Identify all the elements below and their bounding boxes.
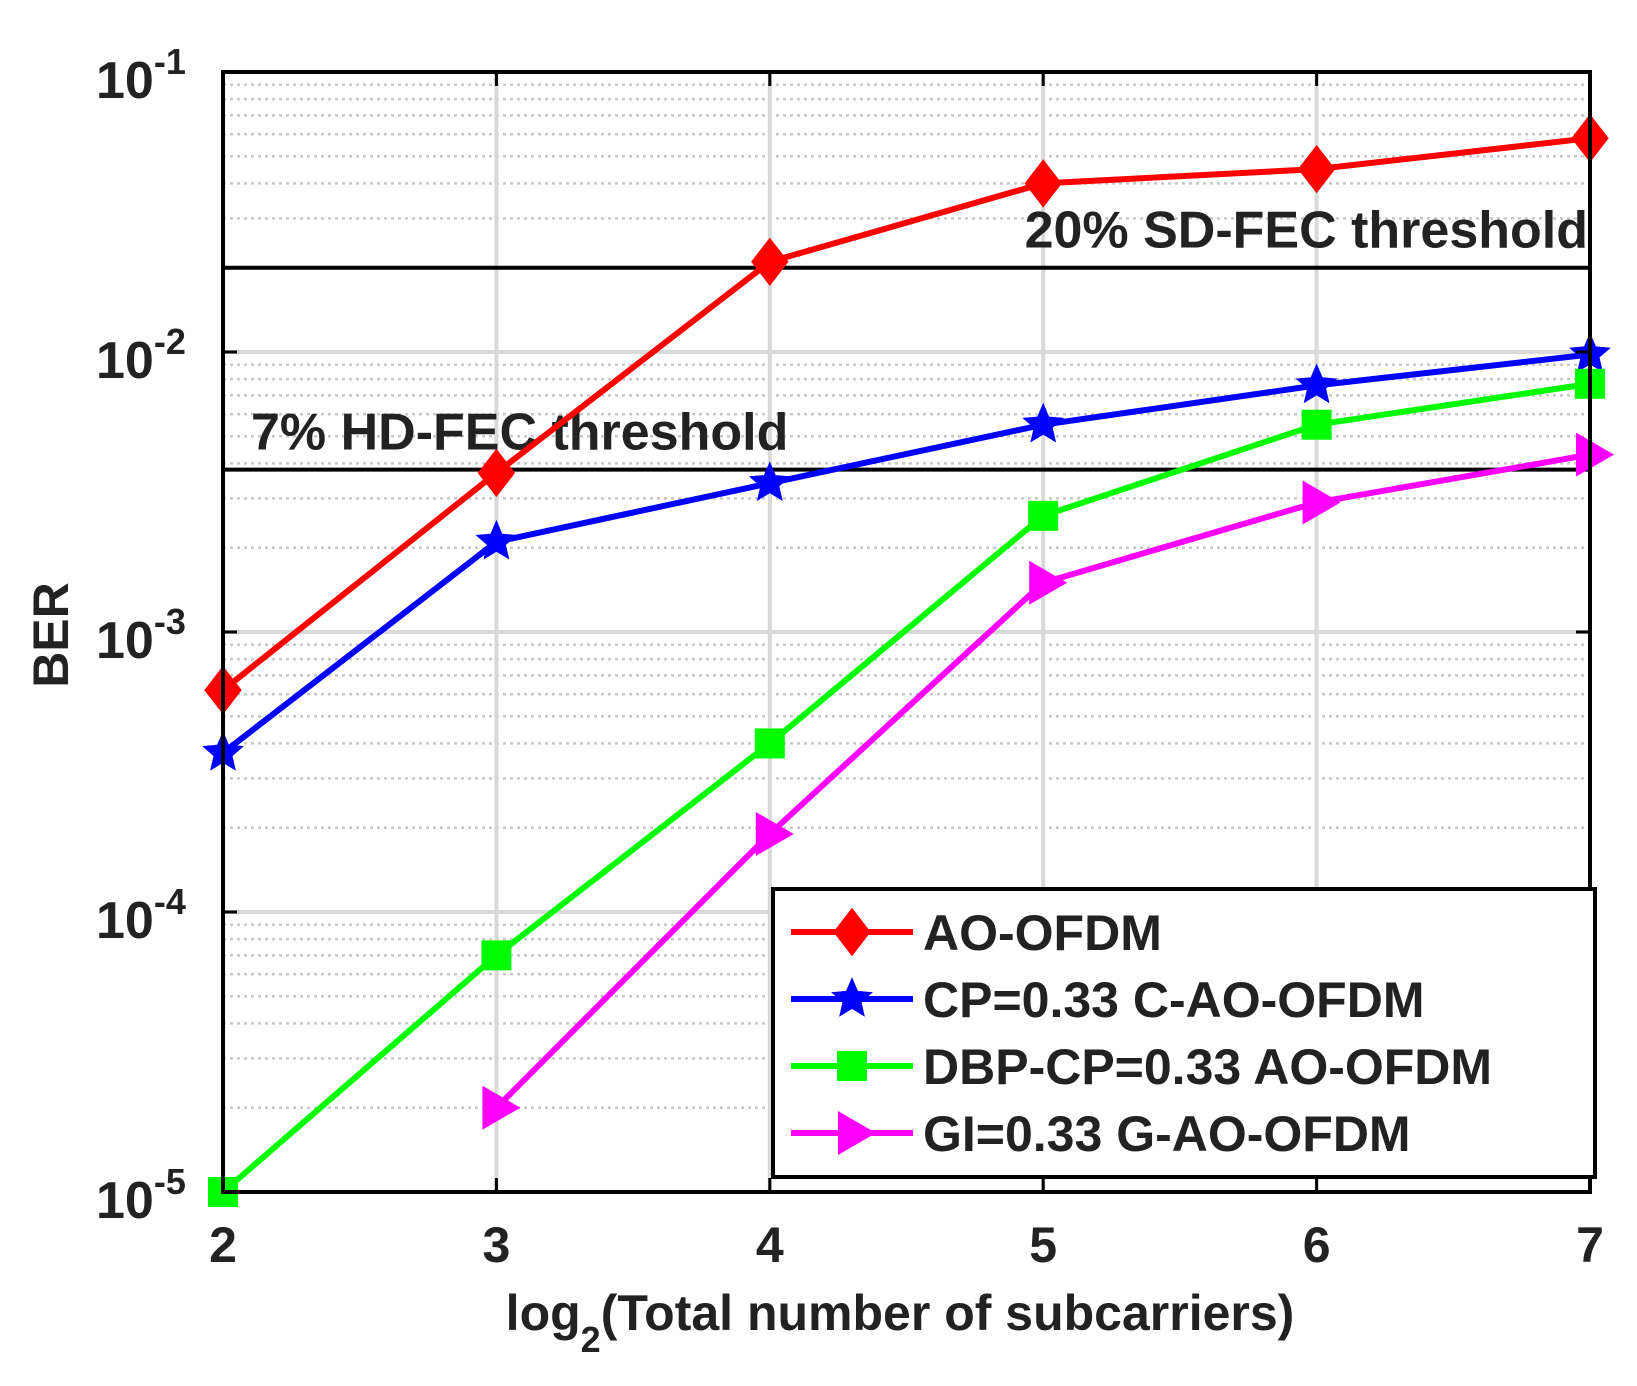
data-point [1024, 159, 1062, 208]
series-line [221, 135, 1591, 693]
data-point [481, 940, 512, 971]
threshold-label: 20% SD-FEC threshold [1025, 202, 1588, 260]
y-tick-label: 10-5 [96, 1161, 186, 1230]
data-point [477, 448, 516, 498]
y-axis-label: BER [23, 582, 79, 688]
data-point [1295, 363, 1338, 404]
x-tick-label: 2 [209, 1217, 237, 1273]
legend-label: AO-OFDM [923, 905, 1162, 961]
x-tick-label: 3 [482, 1217, 510, 1273]
x-axis-ticks: 2 3 4 5 6 7 [209, 72, 1604, 1273]
legend-label: CP=0.33 C-AO-OFDM [923, 972, 1424, 1028]
legend-marker [831, 977, 873, 1017]
legend-marker [838, 1111, 876, 1155]
data-point [475, 519, 518, 560]
data-point [755, 811, 794, 856]
legend-box [771, 887, 1597, 1179]
x-tick-label: 4 [756, 1217, 784, 1273]
data-point [1301, 409, 1332, 440]
series-line [221, 351, 1591, 756]
data-point [1302, 480, 1341, 525]
series-gi-0-33-g-ao-ofdm [482, 432, 1614, 1130]
legend-label: GI=0.33 G-AO-OFDM [923, 1106, 1411, 1162]
y-axis-ticks: 10-1 10-2 10-3 10-4 10-5 [96, 41, 1590, 1230]
x-axis-label: log2(Total number of subcarriers) [506, 1285, 1295, 1360]
y-tick-label: 10-2 [96, 321, 186, 390]
legend: AO-OFDM CP=0.33 C-AO-OFDM DBP-CP=0.33 AO-O… [771, 887, 1597, 1179]
x-tick-label: 6 [1303, 1217, 1331, 1273]
data-point [748, 461, 791, 501]
data-point [482, 1085, 521, 1130]
x-tick-label: 7 [1576, 1217, 1604, 1273]
legend-entry: DBP-CP=0.33 AO-OFDM [791, 1039, 1492, 1095]
data-point [1029, 560, 1068, 605]
y-tick-label: 10-4 [96, 881, 186, 950]
series-cp-0-33-c-ao-ofdm [202, 332, 1611, 771]
data-point [1022, 402, 1065, 443]
legend-entry: AO-OFDM [791, 905, 1162, 961]
legend-marker [837, 1051, 867, 1081]
series-layer [202, 114, 1614, 1207]
legend-entry: GI=0.33 G-AO-OFDM [791, 1106, 1411, 1162]
legend-marker [833, 907, 871, 957]
series-line [221, 380, 1591, 1195]
data-point [1576, 432, 1614, 477]
data-point [754, 728, 785, 759]
legend-entry: CP=0.33 C-AO-OFDM [791, 972, 1424, 1028]
y-tick-label: 10-3 [96, 601, 186, 670]
legend-label: DBP-CP=0.33 AO-OFDM [923, 1039, 1492, 1095]
data-point [1028, 500, 1059, 531]
x-tick-label: 5 [1029, 1217, 1057, 1273]
y-tick-label: 10-1 [96, 41, 186, 110]
data-point [1297, 144, 1336, 194]
data-point [751, 237, 789, 286]
